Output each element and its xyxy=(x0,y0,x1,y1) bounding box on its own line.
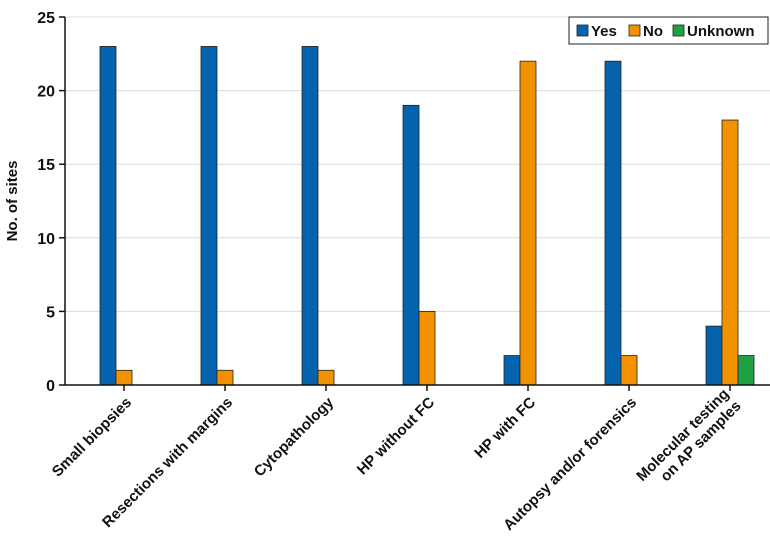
bar-no xyxy=(519,60,537,386)
y-tick-label: 5 xyxy=(46,304,55,321)
legend-swatch-yes xyxy=(576,24,589,37)
bar-unknown xyxy=(737,355,755,386)
legend-label-no: No xyxy=(643,23,663,40)
y-tick-label: 0 xyxy=(46,378,55,395)
bar-yes xyxy=(99,46,117,386)
legend: Yes No Unknown xyxy=(568,16,769,45)
x-tick-label: Small biopsies xyxy=(49,394,135,480)
bar-no xyxy=(620,355,638,386)
bars xyxy=(99,46,755,386)
bar-yes xyxy=(301,46,319,386)
x-tick-label: HP with FC xyxy=(471,394,539,462)
bar-yes xyxy=(503,355,521,386)
y-tick-label: 15 xyxy=(37,157,55,174)
x-tick-label-line: HP with FC xyxy=(471,394,539,462)
x-tick-label-line: Cytopathology xyxy=(251,394,338,481)
bar-no xyxy=(216,369,234,386)
y-tick-label: 20 xyxy=(37,84,55,101)
bar-yes xyxy=(402,104,420,386)
legend-label-yes: Yes xyxy=(591,23,617,40)
y-tick-label: 10 xyxy=(37,231,55,248)
x-tick-label: Molecular testingon AP samples xyxy=(633,386,744,497)
bar-no xyxy=(721,119,739,386)
legend-swatch-no xyxy=(628,24,641,37)
legend-label-unknown: Unknown xyxy=(687,23,755,40)
legend-box xyxy=(568,16,769,45)
y-axis-label: No. of sites xyxy=(4,161,21,242)
bar-no xyxy=(115,369,133,386)
y-tick-label: 25 xyxy=(37,10,55,27)
x-tick-label-line: Small biopsies xyxy=(49,394,135,480)
bar-no xyxy=(317,369,335,386)
x-tick-label-line: HP without FC xyxy=(354,394,438,478)
x-tick-label: Cytopathology xyxy=(251,394,338,481)
bar-yes xyxy=(705,325,723,386)
legend-swatch-unknown xyxy=(672,24,685,37)
bar-yes xyxy=(200,46,218,386)
bar-yes xyxy=(604,60,622,386)
bar-no xyxy=(418,310,436,386)
x-tick-label: HP without FC xyxy=(354,394,438,478)
